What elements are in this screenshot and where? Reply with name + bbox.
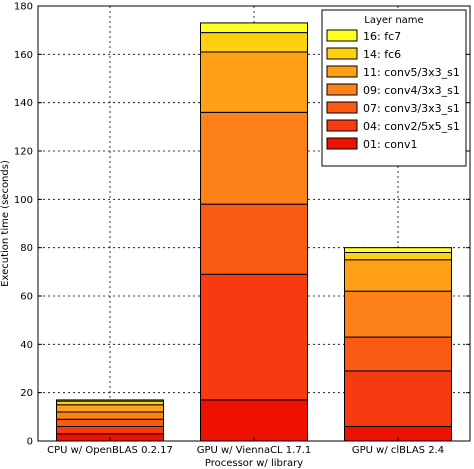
y-axis-label: Execution time (seconds) xyxy=(0,160,11,287)
bar-segment xyxy=(200,51,308,113)
x-tick-label: CPU w/ OpenBLAS 0.2.17 xyxy=(47,445,173,456)
y-tick-label: 140 xyxy=(14,98,33,109)
y-tick-label: 60 xyxy=(20,292,33,303)
bar-segment xyxy=(200,22,308,34)
legend: Layer name 16: fc7 14: fc6 11: conv5/3x3_s… xyxy=(321,9,467,167)
bar-segment xyxy=(200,32,308,53)
legend-swatch xyxy=(326,47,358,60)
bar-segment xyxy=(344,247,452,254)
legend-swatch xyxy=(326,101,358,114)
axis-ticks: 0 20 40 60 80 100 120 140 160 180 CPU w/ OpenBLAS … xyxy=(14,2,470,456)
bar-segment xyxy=(344,336,452,372)
x-axis-label: Processor w/ library xyxy=(205,458,303,469)
legend-title: Layer name xyxy=(364,15,423,26)
x-tick-label: GPU w/ clBLAS 2.4 xyxy=(352,445,444,456)
y-tick-label: 100 xyxy=(14,195,33,206)
bar-segment xyxy=(56,400,164,406)
bar-segment xyxy=(344,370,452,427)
y-tick-label: 180 xyxy=(14,2,33,13)
x-tick-label: GPU w/ ViennaCL 1.7.1 xyxy=(197,445,312,456)
y-tick-label: 80 xyxy=(20,243,33,254)
y-tick-label: 0 xyxy=(27,437,33,448)
legend-swatch xyxy=(326,29,358,42)
bar-segment xyxy=(56,404,164,413)
legend-entry-label: 16: fc7 xyxy=(363,30,401,43)
bar-segment xyxy=(200,203,308,275)
legend-swatch xyxy=(326,137,358,150)
bar-segment xyxy=(56,399,164,402)
bars xyxy=(56,22,452,442)
bar-segment xyxy=(344,252,452,261)
legend-swatch xyxy=(326,83,358,96)
legend-entry-label: 01: conv1 xyxy=(363,138,417,151)
bar-segment xyxy=(344,259,452,292)
legend-entry-label: 04: conv2/5x5_s1 xyxy=(363,120,460,133)
legend-swatch xyxy=(326,65,358,78)
legend-entry-label: 07: conv3/3x3_s1 xyxy=(363,102,460,115)
legend-entry-label: 14: fc6 xyxy=(363,48,401,61)
legend-swatch xyxy=(326,119,358,132)
y-tick-label: 40 xyxy=(20,340,33,351)
y-tick-label: 120 xyxy=(14,147,33,158)
bar-segment xyxy=(200,273,308,401)
bar-segment xyxy=(56,411,164,420)
bar-segment xyxy=(200,399,308,442)
y-tick-label: 160 xyxy=(14,50,33,61)
legend-entry-label: 11: conv5/3x3_s1 xyxy=(363,66,460,79)
bar-segment xyxy=(344,290,452,338)
y-tick-label: 20 xyxy=(20,388,33,399)
bar-segment xyxy=(56,418,164,427)
bar-segment xyxy=(200,111,308,205)
bar-segment xyxy=(56,426,164,435)
legend-entry-label: 09: conv4/3x3_s1 xyxy=(363,84,460,97)
